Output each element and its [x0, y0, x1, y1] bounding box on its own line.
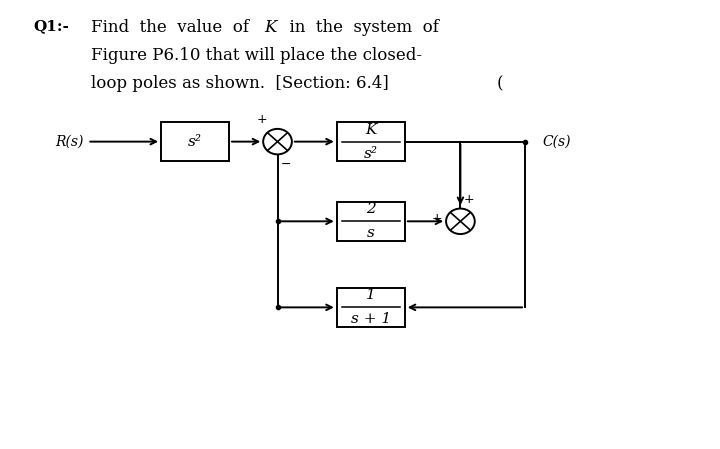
Text: +: +: [256, 113, 267, 126]
Bar: [337, 288, 405, 327]
Bar: [161, 122, 229, 161]
Text: 2: 2: [366, 202, 376, 216]
Text: s²: s²: [188, 135, 202, 149]
Text: R(s): R(s): [55, 135, 84, 149]
Text: in  the  system  of: in the system of: [279, 19, 438, 36]
Text: −: −: [280, 158, 291, 171]
Circle shape: [446, 209, 474, 234]
Text: (: (: [496, 75, 503, 92]
Bar: [337, 122, 405, 161]
Text: Find  the  value  of: Find the value of: [91, 19, 254, 36]
Text: s: s: [366, 226, 374, 240]
Circle shape: [264, 129, 292, 154]
Text: loop poles as shown.  [Section: 6.4]: loop poles as shown. [Section: 6.4]: [91, 75, 389, 92]
Bar: [337, 202, 405, 241]
Text: 1: 1: [366, 288, 376, 302]
Text: K: K: [365, 123, 377, 136]
Text: s + 1: s + 1: [351, 313, 391, 326]
Text: K: K: [265, 19, 277, 36]
Text: Q1:-: Q1:-: [34, 19, 70, 33]
Text: +: +: [463, 193, 474, 206]
Text: Figure P6.10 that will place the closed-: Figure P6.10 that will place the closed-: [91, 47, 422, 64]
Text: s²: s²: [364, 147, 378, 161]
Text: +: +: [432, 212, 443, 225]
Text: C(s): C(s): [543, 135, 572, 149]
